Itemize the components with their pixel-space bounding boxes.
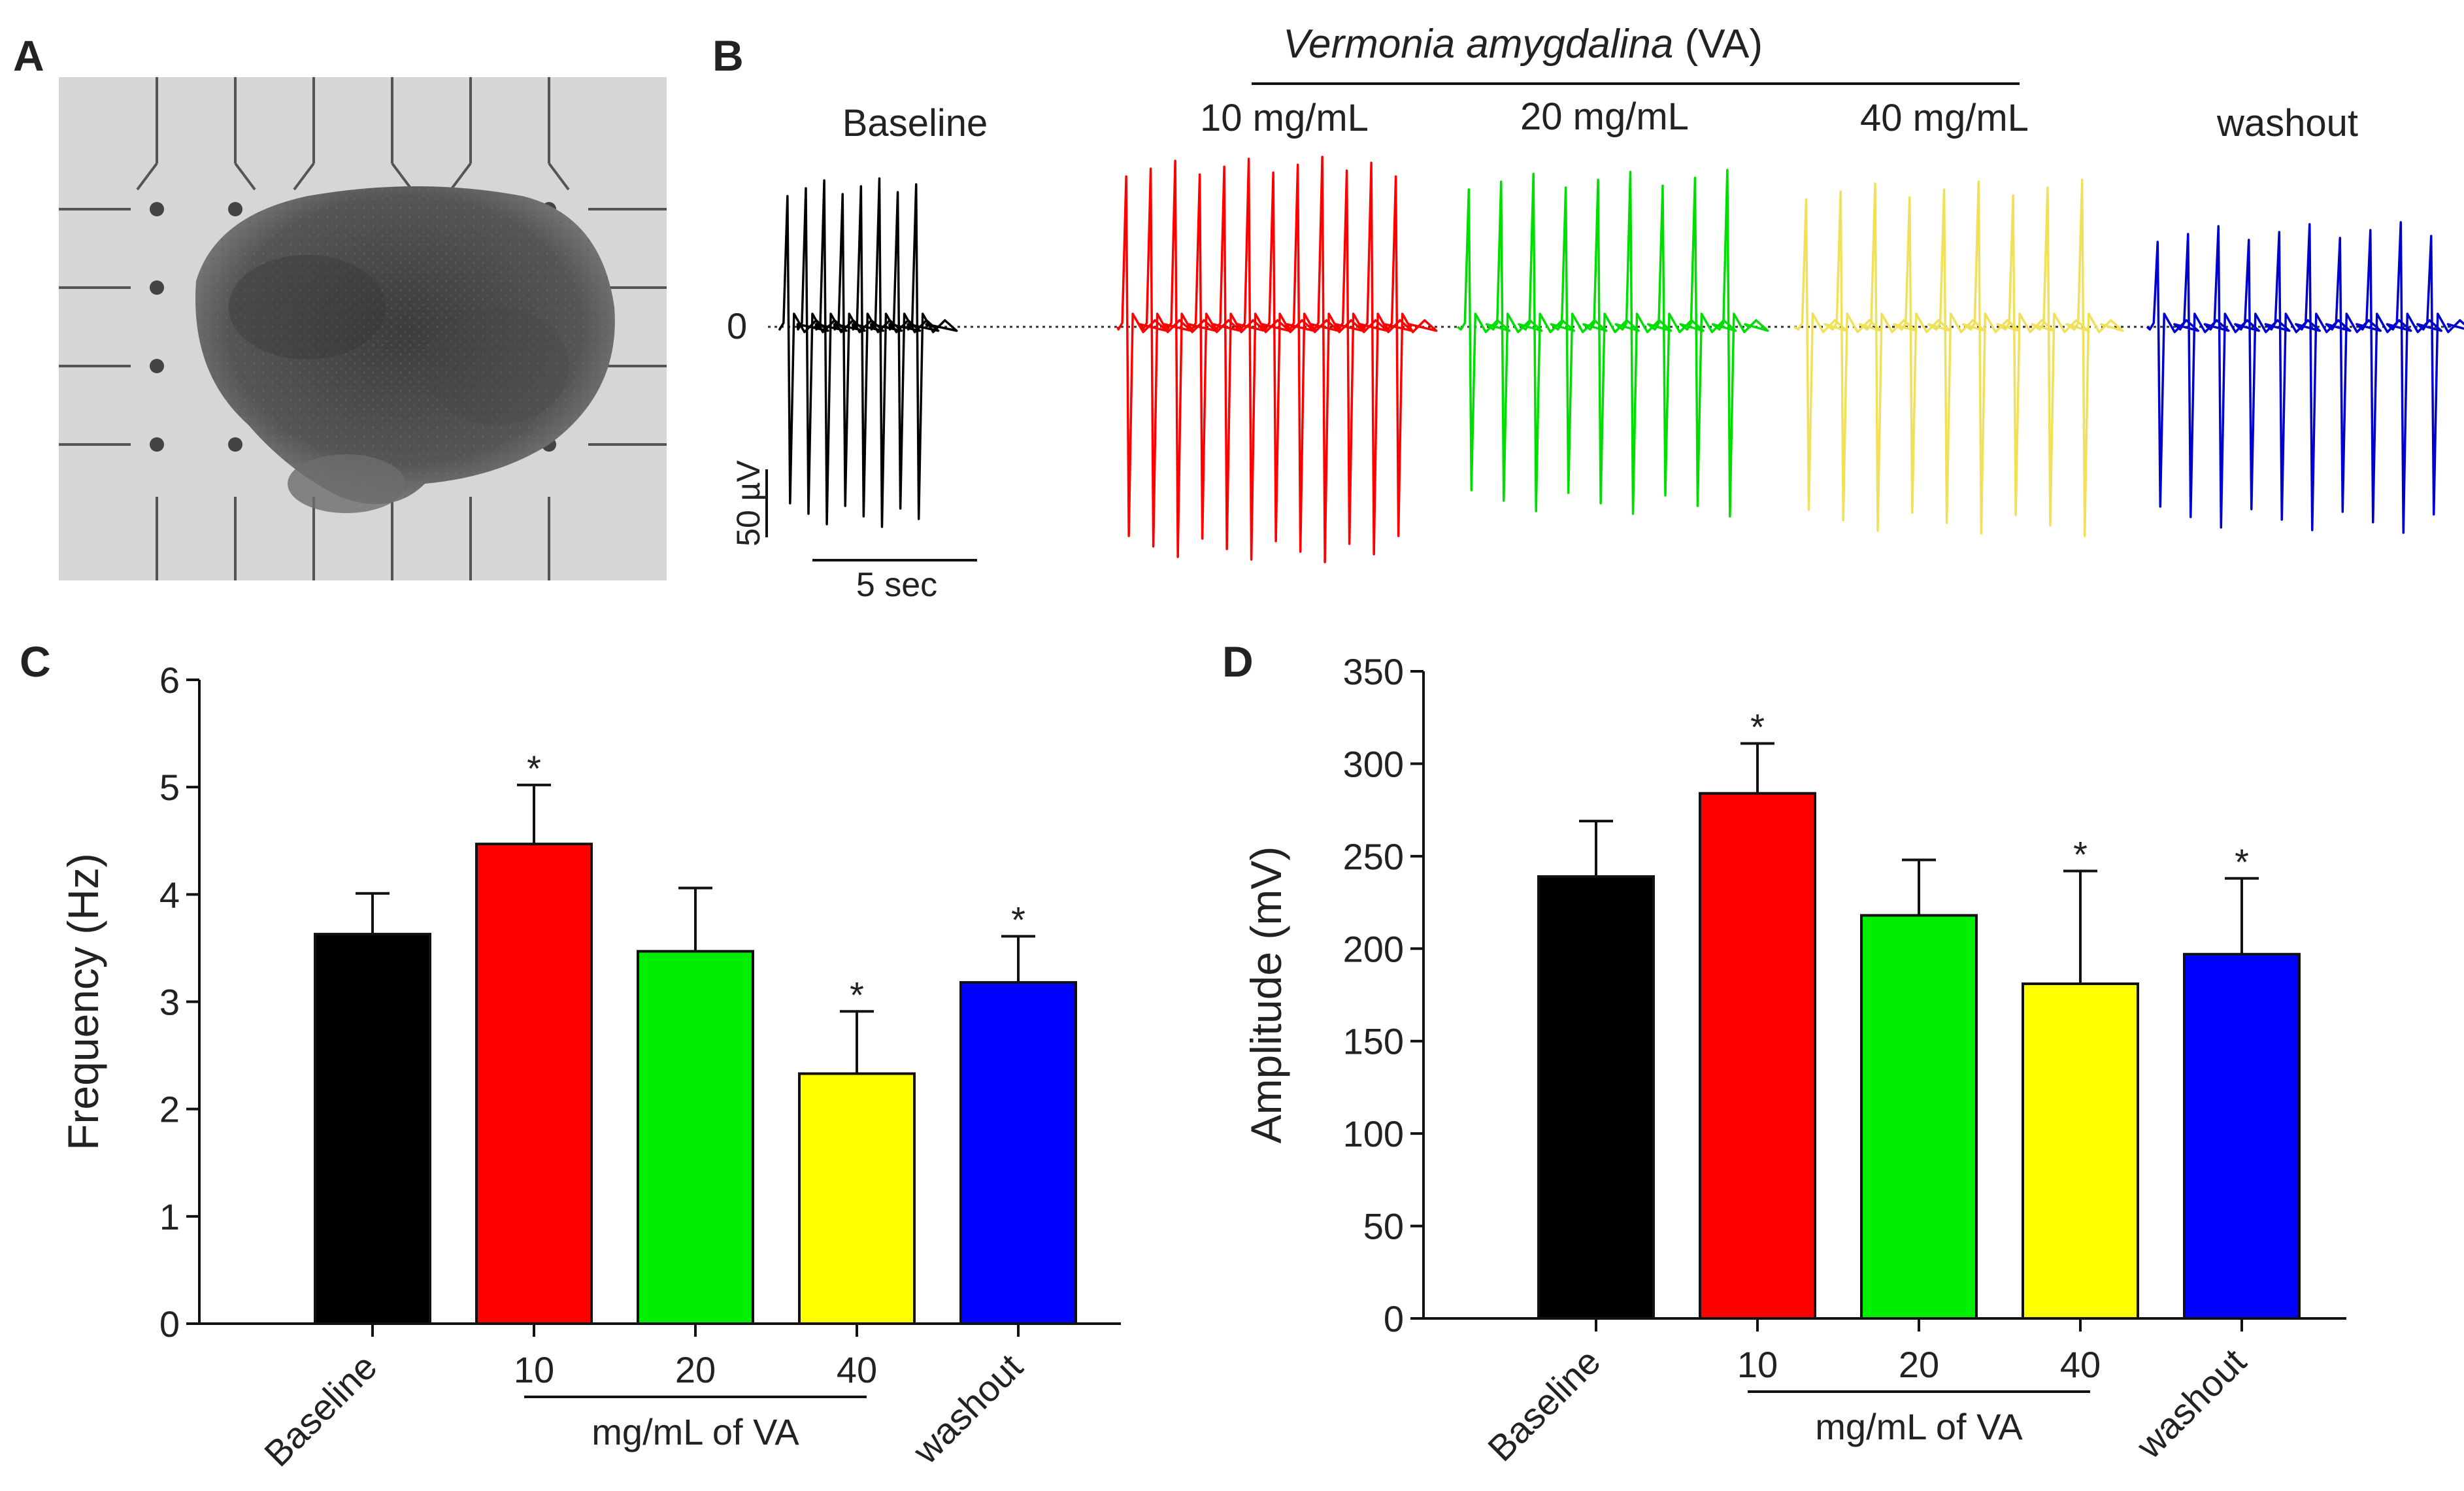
y-tick-label: 5 (159, 767, 180, 808)
y-tick-label: 1 (159, 1196, 180, 1237)
scale-time-label: 5 sec (856, 566, 937, 604)
condition-label-2: 20 mg/mL (1520, 95, 1689, 138)
significance-star: * (2073, 833, 2088, 875)
y-tick-label: 350 (1343, 651, 1404, 692)
electrode-dot (228, 202, 242, 216)
bar-Baseline (1537, 875, 1655, 1320)
condition-label-1: 10 mg/mL (1200, 97, 1369, 139)
x-tick-label: Baseline (256, 1346, 384, 1474)
panel-b: B Vermonia amygdalina (VA) Baseline 10 mg… (712, 22, 2464, 604)
y-tick-label: 0 (1384, 1298, 1404, 1339)
y-tick-label: 200 (1343, 928, 1404, 969)
bar-40 (2022, 982, 2139, 1320)
y-tick-label: 250 (1343, 836, 1404, 877)
electrode-traces (768, 156, 2464, 563)
x-tick-label: 40 (2060, 1344, 2101, 1385)
bar-40 (798, 1072, 916, 1326)
tissue-sample (195, 186, 615, 513)
significance-star: * (1750, 706, 1765, 747)
y-tick-label: 150 (1343, 1021, 1404, 1062)
x-tick-label: washout (2128, 1341, 2254, 1467)
panel-d-letter: D (1222, 637, 1254, 686)
bar-Baseline (314, 933, 431, 1325)
trace-1 (1116, 156, 1438, 563)
y-axis-title: Frequency (Hz) (59, 853, 107, 1150)
scale-voltage-label: 50 µV (730, 460, 767, 546)
significance-star: * (850, 974, 864, 1015)
y-tick-label: 0 (159, 1303, 180, 1345)
amplitude-bar-chart: 0 50 100 150 200 250 300 350 Amplitude (mV) Basel… (1242, 651, 2346, 1469)
condition-labels: Baseline 10 mg/mL 20 mg/mL 40 mg/mL washout (842, 95, 2358, 144)
y-tick-label: 6 (159, 660, 180, 701)
panel-a: A (13, 31, 667, 580)
x-tick-label: 20 (1899, 1344, 1939, 1385)
electrode-dot (150, 437, 164, 452)
x-tick-label: 40 (837, 1349, 877, 1390)
compound-abbrev: (VA) (1673, 22, 1763, 67)
significance-star: * (527, 748, 541, 789)
panel-a-letter: A (13, 31, 44, 80)
panel-d: D 0 50 100 150 200 250 300 350 Amplitude (mV) Bas… (1222, 637, 2346, 1469)
compound-header: Vermonia amygdalina (VA) (1283, 22, 1763, 67)
electrode-dot (228, 437, 242, 452)
y-tick-label: 4 (159, 874, 180, 915)
trace-2 (1456, 169, 1769, 518)
trace-4 (2146, 221, 2464, 534)
significance-star: * (2235, 841, 2249, 882)
condition-label-3: 40 mg/mL (1860, 97, 2029, 139)
y-tick-label: 100 (1343, 1113, 1404, 1154)
y-tick-label: 2 (159, 1089, 180, 1130)
group-label: mg/mL of VA (1815, 1406, 2023, 1447)
panel-c-letter: C (20, 637, 51, 686)
bar-10 (475, 843, 593, 1326)
scale-bar: 50 µV 5 sec (730, 460, 977, 604)
bar-20 (637, 950, 754, 1325)
group-label: mg/mL of VA (591, 1411, 799, 1452)
y-axis-title: Amplitude (mV) (1242, 846, 1290, 1144)
x-tick-label: 20 (675, 1349, 716, 1390)
electrode-dot (150, 202, 164, 216)
x-tick-label: 10 (514, 1349, 554, 1390)
mea-micrograph (59, 77, 667, 580)
y-tick-label: 3 (159, 982, 180, 1023)
trace-3 (1793, 178, 2124, 537)
panel-b-letter: B (712, 31, 744, 80)
compound-name: Vermonia amygdalina (1283, 22, 1673, 67)
y-tick-label: 50 (1363, 1206, 1404, 1247)
trace-0 (778, 177, 958, 528)
condition-label-4: washout (2216, 102, 2358, 144)
x-tick-label: Baseline (1480, 1341, 1608, 1469)
bar-washout (959, 980, 1077, 1325)
x-tick-label: washout (905, 1346, 1031, 1472)
bar-20 (1860, 914, 1978, 1320)
significance-star: * (1011, 899, 1025, 940)
condition-label-0: Baseline (842, 102, 988, 144)
zero-label: 0 (727, 305, 747, 346)
y-tick-label: 300 (1343, 743, 1404, 784)
electrode-dot (150, 359, 164, 373)
bar-10 (1699, 792, 1816, 1320)
panel-c: C 0 1 2 3 4 5 6 Frequency (Hz) Baseline * 10 20 * 40 *… (20, 637, 1121, 1474)
x-tick-label: 10 (1737, 1344, 1778, 1385)
electrode-dot (150, 280, 164, 295)
frequency-bar-chart: 0 1 2 3 4 5 6 Frequency (Hz) Baseline * 10 20 * 40 * wa… (59, 660, 1121, 1474)
bar-washout (2183, 952, 2301, 1320)
